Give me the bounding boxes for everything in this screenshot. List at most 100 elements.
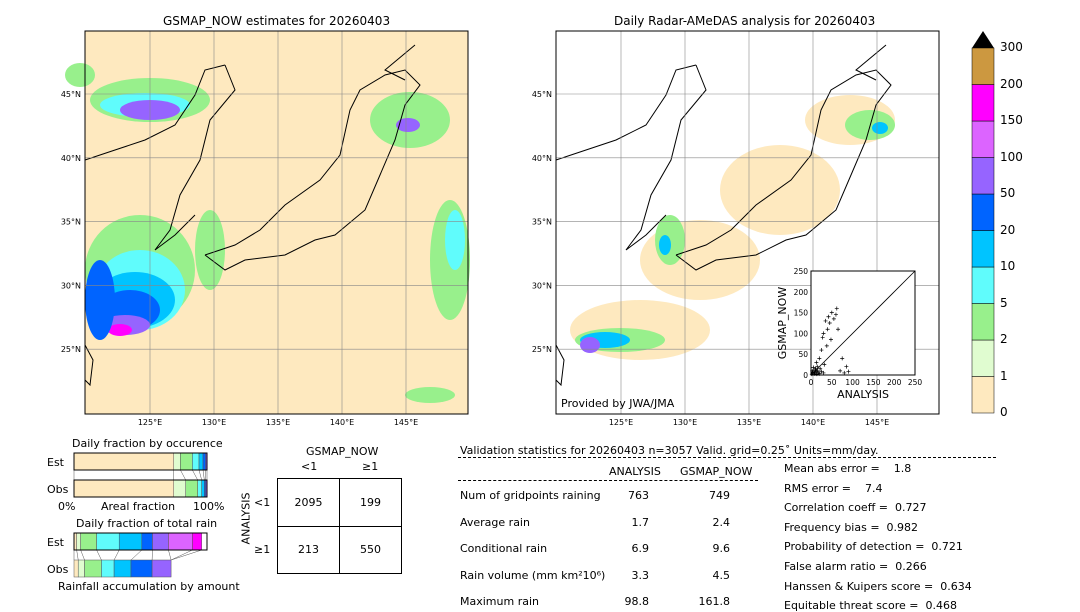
scatter-point (844, 364, 849, 369)
scatter-point (814, 360, 819, 365)
rain-area (720, 145, 840, 235)
colorbar-segment (971, 376, 995, 414)
occ-x-mid: Areal fraction (101, 500, 176, 513)
cell-1-1: 550 (360, 543, 381, 556)
scatter-point (836, 327, 841, 332)
lat-label: 35°N (532, 218, 552, 227)
lat-label: 40°N (61, 154, 81, 163)
total-rain-obs-segment (151, 559, 172, 578)
scatter-point (815, 364, 820, 369)
scatter-point (817, 356, 822, 361)
scatter-xtick: 0 (809, 378, 814, 387)
total-rain-est-segment (76, 532, 81, 551)
stats-header: Validation statistics for 20260403 n=305… (460, 444, 879, 457)
occurrence-obs-segment (185, 479, 198, 498)
scatter-ytick: 0 (803, 371, 808, 380)
lat-label: 30°N (61, 281, 81, 290)
colorbar-segment (971, 47, 995, 85)
lat-label: 25°N (532, 345, 552, 354)
rain-area (872, 122, 888, 134)
lat-label: 45°N (61, 90, 81, 99)
occurrence-title: Daily fraction by occurence (72, 437, 223, 450)
scatter-point (809, 372, 814, 377)
lon-label: 135°E (737, 418, 761, 427)
score-line: Correlation coeff = 0.727 (784, 501, 927, 515)
occ-obs-label: Obs (47, 483, 69, 496)
scatter-ytick: 250 (794, 267, 809, 276)
total-rain-est-segment (141, 532, 153, 551)
occ-x-right: 100% (193, 500, 225, 513)
colorbar-tick: 100 (1000, 149, 1023, 164)
occurrence-est-segment (173, 452, 181, 471)
coastline-korea (625, 64, 707, 251)
stat-label: Num of gridpoints raining (460, 489, 601, 502)
scatter-point (831, 316, 836, 321)
score-line: Probability of detection = 0.721 (784, 540, 963, 554)
colorbar-over-triangle (972, 31, 994, 48)
scatter-point (817, 371, 822, 376)
scatter-ylabel: GSMAP_NOW (776, 287, 789, 360)
total-rain-obs-segment (130, 559, 153, 578)
colorbar-segment (971, 266, 995, 304)
score-line: Hanssen & Kuipers score = 0.634 (784, 579, 972, 593)
scatter-diagonal (810, 270, 916, 376)
coastline-taiwan (555, 344, 565, 387)
colorbar-segment (971, 193, 995, 231)
scatter-point (823, 318, 828, 323)
scatter-point (815, 368, 820, 373)
map-frame (555, 30, 940, 415)
occurrence-est-segment (73, 452, 174, 471)
colorbar-tick: 5 (1000, 295, 1008, 310)
credit-text: Provided by JWA/JMA (561, 397, 675, 410)
colorbar-segment (971, 230, 995, 268)
total-rain-obs-segment (113, 559, 132, 578)
colorbar-tick: 1 (1000, 368, 1008, 383)
colorbar-tick: 50 (1000, 186, 1016, 200)
scatter-point (840, 356, 845, 361)
total-rain-est-segment (168, 532, 193, 551)
colorbar-tick: 200 (1000, 76, 1023, 91)
scatter-point (822, 362, 827, 367)
scatter-xtick: 250 (908, 378, 923, 387)
rain-area (580, 337, 600, 353)
lat-label: 45°N (532, 90, 552, 99)
stat-analysis: 98.8 (624, 595, 650, 608)
scatter-point (819, 369, 824, 374)
scatter-point (821, 331, 826, 336)
rain-area (396, 118, 420, 132)
coastline-japan (204, 69, 421, 271)
cont-row-1: ≥1 (254, 543, 271, 556)
cont-col-1: ≥1 (362, 460, 379, 473)
occurrence-est-segment (192, 452, 200, 471)
occurrence-est-segment (198, 452, 204, 471)
right-map-title: Daily Radar-AMeDAS analysis for 20260403 (614, 14, 876, 28)
stat-label: Maximum rain (460, 595, 539, 608)
occurrence-obs-segment (201, 479, 205, 498)
stats-col-gsmap: GSMAP_NOW (680, 465, 753, 478)
scatter-point (828, 337, 833, 342)
occurrence-est-segment (202, 452, 206, 471)
lat-label: 30°N (532, 281, 552, 290)
lon-label: 135°E (266, 418, 290, 427)
colorbar-segment (971, 157, 995, 195)
left-map-title: GSMAP_NOW estimates for 20260403 (163, 14, 391, 28)
stat-gsmap: 2.4 (712, 515, 731, 529)
scatter-point (820, 335, 825, 340)
stat-gsmap: 161.8 (698, 595, 731, 608)
occurrence-est-segment (180, 452, 193, 471)
tr-obs-label: Obs (47, 563, 69, 576)
colorbar-segment (971, 84, 995, 122)
cell-1-0: 213 (298, 543, 319, 556)
lon-label: 130°E (202, 418, 226, 427)
stat-label: Average rain (460, 515, 530, 529)
scatter-point (811, 365, 816, 370)
tr-footer: Rainfall accumulation by amount (58, 580, 240, 593)
colorbar-segment (971, 303, 995, 341)
total-rain-est-segment (118, 532, 143, 551)
scatter-ytick: 200 (794, 288, 809, 297)
total-rain-est-segment (96, 532, 120, 551)
coastline-japan (675, 69, 892, 271)
scatter-point (814, 372, 819, 377)
occurrence-obs-segment (173, 479, 186, 498)
